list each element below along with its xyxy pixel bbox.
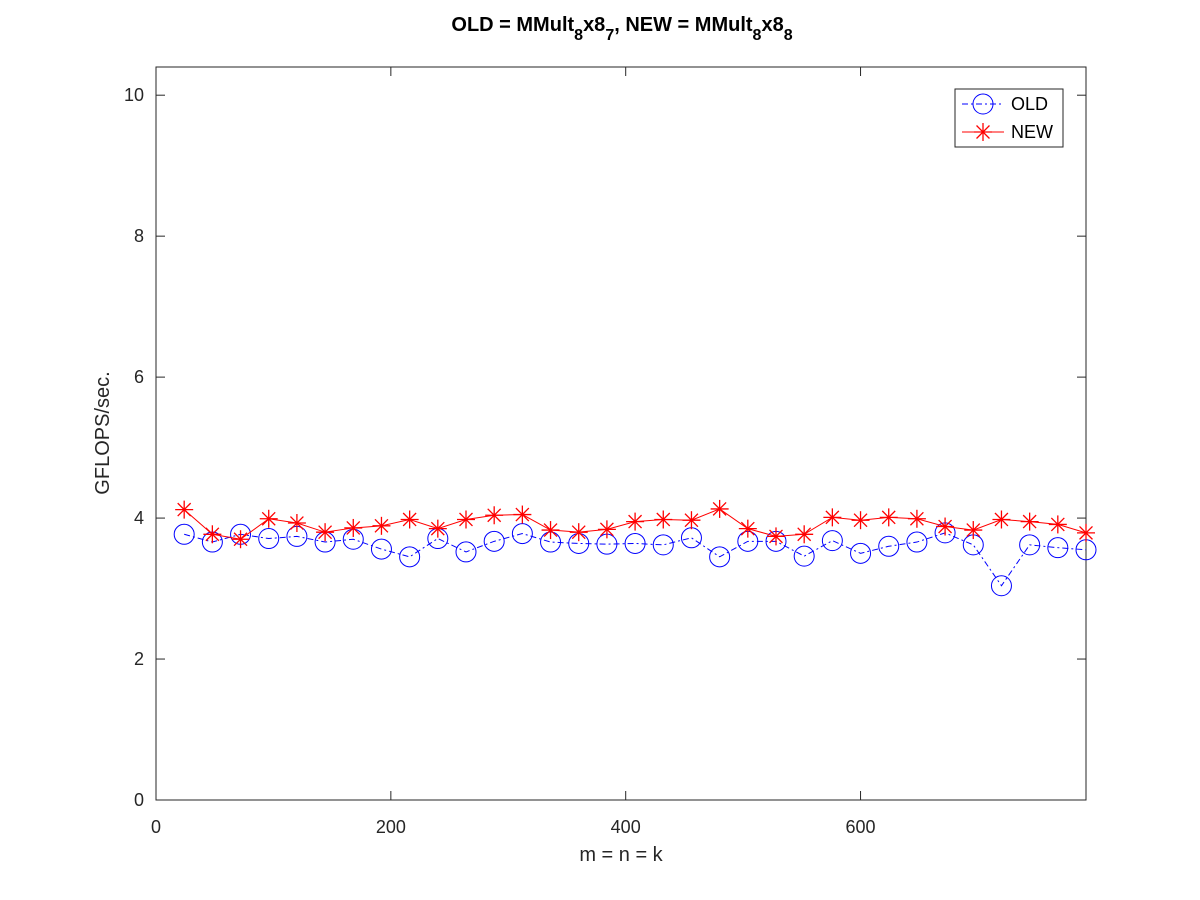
data-point-old [173, 523, 195, 545]
data-point-old [990, 575, 1012, 597]
data-point-new [851, 511, 870, 530]
data-point-new [823, 508, 842, 527]
legend-item-old: OLD [962, 93, 1048, 115]
data-point-new [175, 500, 194, 519]
y-tick-label: 6 [134, 367, 144, 387]
data-point-new [626, 512, 645, 531]
data-point-old [652, 534, 674, 556]
data-point-new [231, 530, 250, 549]
y-tick-label: 8 [134, 226, 144, 246]
legend: OLD NEW [954, 88, 1064, 148]
data-point-old [1019, 534, 1041, 556]
legend-item-new: NEW [962, 122, 1053, 142]
data-point-new [767, 527, 785, 546]
data-point-old [878, 535, 900, 557]
data-point-new [1077, 523, 1095, 542]
axis-ticks: 0 200 400 600 0 2 4 6 8 10 [124, 67, 1086, 837]
data-point-old [483, 530, 505, 552]
data-point-new [203, 525, 222, 544]
data-point-new [372, 516, 391, 535]
y-tick-label: 2 [134, 649, 144, 669]
data-point-old [709, 546, 731, 568]
y-tick-label: 10 [124, 85, 144, 105]
data-point-old [1047, 537, 1069, 559]
chart-title: OLD = MMult8x87, NEW = MMult8x88 [451, 14, 792, 44]
data-point-new [795, 525, 814, 544]
data-point-new [936, 517, 955, 536]
data-point-new [654, 510, 673, 529]
data-point-new [316, 523, 335, 542]
x-tick-label: 600 [846, 817, 876, 837]
data-point-old [972, 93, 994, 115]
y-tick-label: 0 [134, 790, 144, 810]
data-point-new [287, 514, 306, 533]
data-point-new [964, 521, 983, 540]
data-point-new [400, 510, 419, 529]
data-point-new [710, 499, 729, 518]
data-point-new [1020, 512, 1039, 531]
data-point-old [370, 538, 392, 560]
data-point-old [399, 546, 421, 568]
data-point-old [511, 523, 533, 545]
data-point-new [541, 521, 560, 540]
data-point-new [259, 509, 278, 528]
data-point-new [682, 511, 701, 530]
x-tick-label: 400 [611, 817, 641, 837]
data-point-old [821, 530, 843, 552]
data-point-new [344, 518, 363, 537]
data-point-old [455, 541, 477, 563]
data-point-old [906, 531, 928, 553]
data-point-new [907, 509, 926, 528]
series-layer [173, 499, 1097, 597]
data-point-new [879, 508, 898, 527]
data-point-new [457, 510, 475, 529]
data-point-old [793, 545, 815, 567]
y-tick-label: 4 [134, 508, 144, 528]
data-point-new [428, 519, 447, 538]
series-new [175, 499, 1095, 549]
data-point-new [513, 505, 532, 524]
data-point-new [1048, 515, 1067, 534]
legend-label: OLD [1011, 94, 1048, 114]
x-tick-label: 200 [376, 817, 406, 837]
data-point-new [974, 123, 992, 141]
data-point-new [992, 510, 1011, 529]
y-axis-label: GFLOPS/sec. [92, 371, 114, 494]
data-point-old [624, 532, 646, 554]
data-point-new [738, 519, 757, 538]
plot-area [155, 66, 1087, 801]
data-point-old [258, 528, 280, 550]
legend-box [954, 88, 1064, 148]
x-axis-label: m = n = k [579, 844, 663, 866]
data-point-new [597, 520, 616, 539]
data-point-new [485, 506, 504, 525]
data-point-new [569, 523, 588, 542]
x-tick-label: 0 [151, 817, 161, 837]
legend-label: NEW [1011, 122, 1053, 142]
data-point-old [850, 542, 872, 564]
